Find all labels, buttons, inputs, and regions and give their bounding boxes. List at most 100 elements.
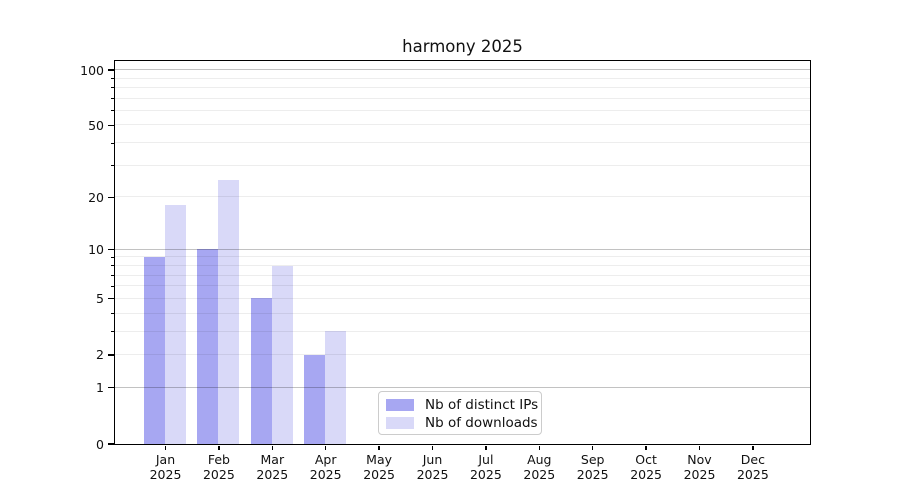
x-label-year: 2025 xyxy=(256,466,289,482)
bar-distinct-ips-mar xyxy=(250,298,272,444)
bar-downloads-feb xyxy=(218,179,240,444)
legend-label-downloads: Nb of downloads xyxy=(425,415,538,431)
minor-gridline-20 xyxy=(114,196,810,198)
y-tick-1 xyxy=(108,387,114,389)
x-label-month: Jun xyxy=(422,451,443,467)
x-tick-label-may: May 2025 xyxy=(348,452,410,482)
x-tick-label-jan: Jan 2025 xyxy=(135,452,197,482)
x-tick-label-dec: Dec 2025 xyxy=(722,452,784,482)
x-tick-label-jun: Jun 2025 xyxy=(402,452,464,482)
y-minor-tick-40 xyxy=(110,142,114,144)
bar-downloads-mar xyxy=(271,265,293,444)
y-minor-tick-70 xyxy=(110,98,114,100)
x-tick-label-apr: Apr 2025 xyxy=(295,452,357,482)
legend-swatch-downloads-icon xyxy=(386,417,414,429)
x-tick-mar xyxy=(271,445,273,450)
y-tick-label-5: 5 xyxy=(96,291,104,307)
x-label-year: 2025 xyxy=(736,466,769,482)
x-tick-may xyxy=(378,445,380,450)
y-tick-10 xyxy=(108,249,114,251)
x-tick-label-feb: Feb 2025 xyxy=(188,452,250,482)
minor-gridline-8 xyxy=(114,264,810,266)
x-label-month: Feb xyxy=(207,451,230,467)
x-tick-label-aug: Aug 2025 xyxy=(508,452,570,482)
x-tick-label-oct: Oct 2025 xyxy=(615,452,677,482)
minor-gridline-50 xyxy=(114,124,810,126)
x-label-month: Dec xyxy=(740,451,765,467)
major-gridline-10 xyxy=(114,248,810,250)
x-label-month: May xyxy=(366,451,393,467)
x-label-month: Oct xyxy=(635,451,657,467)
x-label-year: 2025 xyxy=(469,466,502,482)
minor-gridline-2 xyxy=(114,353,810,355)
x-label-year: 2025 xyxy=(630,466,662,482)
major-gridline-1 xyxy=(114,386,810,388)
x-tick-nov xyxy=(698,445,701,450)
y-minor-tick-9 xyxy=(110,256,114,258)
y-tick-100 xyxy=(108,69,114,71)
x-tick-label-mar: Mar 2025 xyxy=(241,452,303,482)
x-label-month: Apr xyxy=(314,451,337,467)
y-tick-label-2: 2 xyxy=(96,347,104,363)
y-minor-tick-90 xyxy=(110,78,114,80)
minor-gridline-6 xyxy=(114,285,810,287)
legend-entry-distinct-ips: Nb of distinct IPs xyxy=(379,396,541,414)
legend-label-distinct-ips: Nb of distinct IPs xyxy=(425,397,539,413)
x-tick-sep xyxy=(592,445,594,450)
y-tick-label-20: 20 xyxy=(88,189,104,205)
y-minor-tick-30 xyxy=(110,165,114,167)
minor-gridline-70 xyxy=(114,97,810,99)
y-tick-label-10: 10 xyxy=(88,242,104,258)
x-label-month: Jan xyxy=(155,451,176,467)
minor-gridline-40 xyxy=(114,142,810,144)
legend: Nb of distinct IPs Nb of downloads xyxy=(378,391,542,435)
x-label-year: 2025 xyxy=(149,466,182,482)
minor-gridline-7 xyxy=(114,274,810,276)
x-tick-jun xyxy=(431,445,434,450)
y-tick-50 xyxy=(108,124,114,127)
x-tick-jul xyxy=(485,445,487,450)
minor-gridline-90 xyxy=(114,77,810,79)
x-tick-aug xyxy=(538,445,540,450)
y-tick-label-1: 1 xyxy=(96,380,104,396)
y-tick-2 xyxy=(108,354,114,356)
minor-gridline-80 xyxy=(114,86,810,88)
x-label-month: Mar xyxy=(260,451,285,467)
y-minor-tick-6 xyxy=(110,285,114,287)
y-tick-label-0: 0 xyxy=(96,436,104,452)
x-label-year: 2025 xyxy=(523,466,556,482)
legend-entry-downloads: Nb of downloads xyxy=(379,414,541,432)
bar-distinct-ips-jan xyxy=(144,256,165,444)
x-tick-apr xyxy=(325,445,327,450)
minor-gridline-4 xyxy=(114,312,810,314)
x-tick-label-nov: Nov 2025 xyxy=(669,452,731,482)
x-tick-jan xyxy=(164,445,167,450)
minor-gridline-60 xyxy=(114,109,810,111)
bar-downloads-jan xyxy=(165,204,186,444)
plot-area xyxy=(113,59,811,445)
y-tick-0 xyxy=(108,443,114,445)
x-label-year: 2025 xyxy=(576,466,609,482)
x-label-month: Aug xyxy=(527,451,552,467)
x-label-year: 2025 xyxy=(309,466,342,482)
x-tick-dec xyxy=(752,445,754,450)
y-tick-label-100: 100 xyxy=(80,62,104,78)
x-label-year: 2025 xyxy=(363,466,395,482)
x-tick-oct xyxy=(645,445,647,450)
x-label-year: 2025 xyxy=(416,466,449,482)
bar-distinct-ips-feb xyxy=(197,249,219,444)
x-label-year: 2025 xyxy=(683,466,716,482)
x-label-month: Nov xyxy=(687,451,712,467)
minor-gridline-3 xyxy=(114,330,810,332)
chart-title: harmony 2025 xyxy=(402,37,523,56)
minor-gridline-30 xyxy=(114,164,810,166)
y-minor-tick-7 xyxy=(110,275,114,277)
y-minor-tick-4 xyxy=(110,313,114,315)
y-minor-tick-8 xyxy=(110,265,114,267)
y-tick-label-50: 50 xyxy=(88,117,104,133)
bar-downloads-apr xyxy=(325,331,347,444)
bar-distinct-ips-apr xyxy=(304,354,326,444)
minor-gridline-9 xyxy=(114,256,810,258)
